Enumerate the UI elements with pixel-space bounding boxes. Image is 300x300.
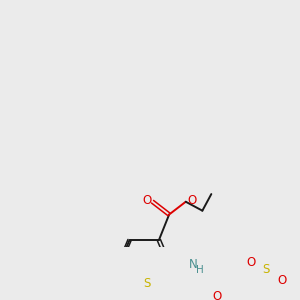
Text: S: S	[262, 263, 270, 276]
Text: O: O	[277, 274, 286, 287]
Text: H: H	[196, 265, 204, 275]
Text: N: N	[189, 258, 198, 271]
Text: S: S	[143, 278, 151, 290]
Text: O: O	[246, 256, 255, 268]
Text: O: O	[187, 194, 196, 207]
Text: O: O	[212, 290, 222, 300]
Text: O: O	[142, 194, 152, 207]
